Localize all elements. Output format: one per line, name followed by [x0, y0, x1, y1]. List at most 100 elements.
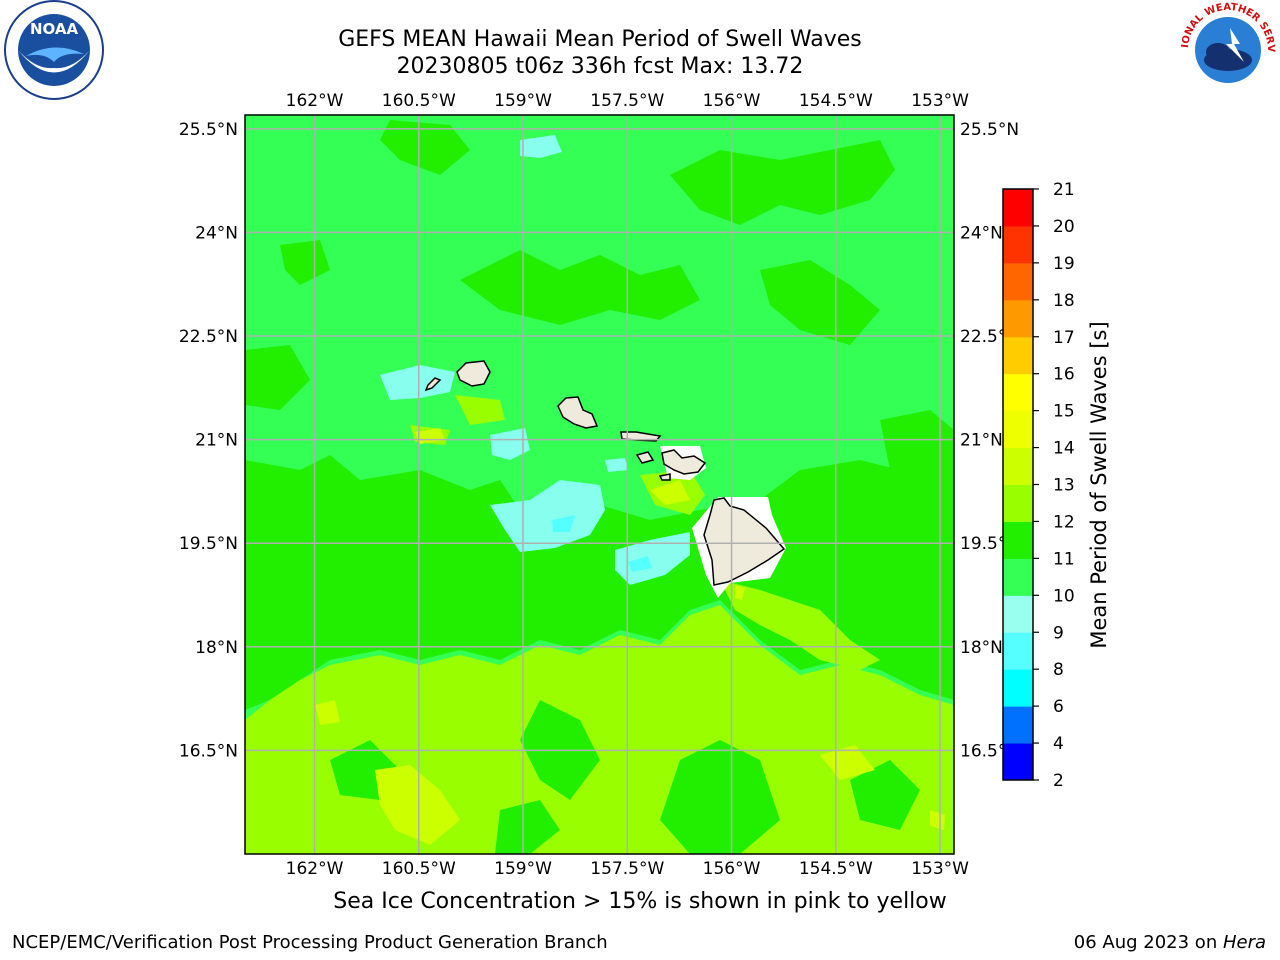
- lon-label-bottom: 157.5°W: [590, 859, 664, 879]
- ocean-band-11-12: [380, 120, 470, 175]
- colorbar-tick-label: 15: [1053, 402, 1075, 422]
- colorbar-tick-label: 10: [1053, 586, 1075, 606]
- colorbar-tick-label: 6: [1053, 697, 1064, 717]
- sea-ice-caption: Sea Ice Concentration > 15% is shown in …: [333, 889, 947, 914]
- island-hawaii: [703, 497, 786, 586]
- island-maui: [661, 449, 707, 475]
- colorbar-tick-label: 13: [1053, 476, 1075, 496]
- map-title: GEFS MEAN Hawaii Mean Period of Swell Wa…: [338, 27, 862, 52]
- lon-label-top: 156°W: [703, 91, 761, 111]
- colorbar-tick-label: 2: [1053, 771, 1064, 791]
- colorbar-tick-label: 14: [1053, 439, 1075, 459]
- ocean-band-9-10: [552, 515, 575, 532]
- lon-label-bottom: 160.5°W: [382, 859, 456, 879]
- ocean-band-11-12: [660, 740, 780, 854]
- noaa-logo-icon: NOAA: [4, 0, 104, 100]
- lon-label-top: 157.5°W: [590, 91, 664, 111]
- nws-logo-icon: NATIONAL WEATHER SERVICE: [1178, 0, 1276, 98]
- ocean-band-13-14: [930, 810, 945, 830]
- colorbar-swatch: [1003, 632, 1033, 670]
- lat-label-left: 22.5°N: [179, 327, 238, 347]
- colorbar-swatch: [1003, 410, 1033, 449]
- lat-label-left: 25.5°N: [179, 120, 238, 140]
- ocean-band-12-13: [455, 395, 505, 425]
- ocean-band-9-10: [615, 532, 690, 585]
- colorbar-swatch: [1003, 706, 1033, 744]
- ocean-band-11-12: [880, 410, 954, 520]
- colorbar-tick-label: 20: [1053, 217, 1075, 237]
- colorbar-swatch: [1003, 299, 1033, 338]
- ocean-band-9-10: [490, 480, 605, 552]
- lat-label-right: 25.5°N: [960, 120, 1019, 140]
- ocean-band-11-12: [280, 240, 330, 285]
- lon-label-bottom: 159°W: [494, 859, 552, 879]
- colorbar-swatch: [1003, 484, 1033, 522]
- ocean-band-13-14: [315, 700, 340, 725]
- colorbar-tick-label: 11: [1053, 549, 1075, 569]
- lat-label-left: 16.5°N: [179, 741, 238, 761]
- lon-label-top: 153°W: [911, 91, 969, 111]
- lat-label-left: 21°N: [195, 431, 238, 451]
- ocean-band-9-10: [628, 556, 652, 572]
- swell-period-field: [245, 115, 954, 854]
- ocean-band-13-14: [375, 765, 460, 845]
- colorbar-tick-label: 16: [1053, 365, 1075, 385]
- lat-label-left: 18°N: [195, 638, 238, 658]
- svg-text:NOAA: NOAA: [30, 20, 79, 38]
- colorbar: 2 4 6 8 9 10 11 12 13 14 15 16 17 18 19 20 21: [1002, 180, 1075, 791]
- island-kahoolawe: [658, 473, 671, 481]
- colorbar-swatch: [1003, 595, 1033, 633]
- ocean-band-11-12: [760, 260, 880, 345]
- ocean-band-11-12: [495, 800, 560, 854]
- lon-labels-top: 162°W 160.5°W 159°W 157.5°W 156°W 154.5°W 153°…: [286, 91, 970, 111]
- lon-label-bottom: 154.5°W: [799, 859, 873, 879]
- lon-label-bottom: 156°W: [703, 859, 761, 879]
- colorbar-swatch: [1003, 669, 1033, 707]
- colorbar-tick-label: 9: [1053, 623, 1064, 643]
- colorbar-swatch: [1003, 743, 1033, 781]
- colorbar-swatch: [1003, 225, 1033, 264]
- colorbar-tick-label: 12: [1053, 512, 1075, 532]
- island-niihau: [424, 377, 442, 392]
- lat-label-left: 19.5°N: [179, 534, 238, 554]
- colorbar-tick-label: 4: [1053, 734, 1064, 754]
- islands: [424, 360, 786, 586]
- ocean-band-13-14: [820, 745, 875, 780]
- ocean-band-9-10: [520, 135, 562, 158]
- lon-label-top: 159°W: [494, 91, 552, 111]
- colorbar-swatch: [1003, 373, 1033, 412]
- colorbar-swatch: [1003, 521, 1033, 559]
- colorbar-tick-label: 18: [1053, 291, 1075, 311]
- ocean-band-13-14: [735, 585, 745, 600]
- lat-label-right: 21°N: [960, 431, 1003, 451]
- map-frame: [244, 114, 955, 855]
- lon-label-bottom: 162°W: [286, 859, 344, 879]
- colorbar-tick-label: 19: [1053, 254, 1075, 274]
- lat-label-left: 24°N: [195, 223, 238, 243]
- ocean-band-9-10: [605, 458, 628, 472]
- lon-labels-bottom: 162°W 160.5°W 159°W 157.5°W 156°W 154.5°W 153°…: [286, 859, 970, 879]
- colorbar-swatch: [1003, 262, 1033, 301]
- map-subtitle: 20230805 t06z 336h fcst Max: 13.72: [396, 54, 804, 79]
- ocean-band-11-12: [670, 140, 895, 225]
- ocean-band-9-10: [380, 365, 455, 400]
- colorbar-tick-label: 21: [1053, 180, 1075, 200]
- footer-date-text: 06 Aug 2023 on: [1073, 932, 1223, 953]
- footer-credit: NCEP/EMC/Verification Post Processing Pr…: [12, 932, 608, 953]
- lon-label-top: 162°W: [286, 91, 344, 111]
- ocean-band-9-10: [490, 428, 530, 460]
- lon-label-top: 154.5°W: [799, 91, 873, 111]
- colorbar-swatch: [1003, 336, 1033, 375]
- lon-label-bottom: 153°W: [911, 859, 969, 879]
- ocean-band-11-12: [460, 250, 700, 325]
- ocean-band-13-14: [650, 480, 690, 505]
- ocean-band-11-12: [850, 760, 920, 830]
- island-oahu: [557, 396, 599, 429]
- map-gridlines: [245, 115, 954, 854]
- footer-machine: Hera: [1222, 932, 1266, 953]
- lat-label-right: 24°N: [960, 223, 1003, 243]
- colorbar-tick-label: 17: [1053, 328, 1075, 348]
- colorbar-title: Mean Period of Swell Waves [s]: [1087, 321, 1111, 648]
- colorbar-swatch: [1003, 189, 1033, 227]
